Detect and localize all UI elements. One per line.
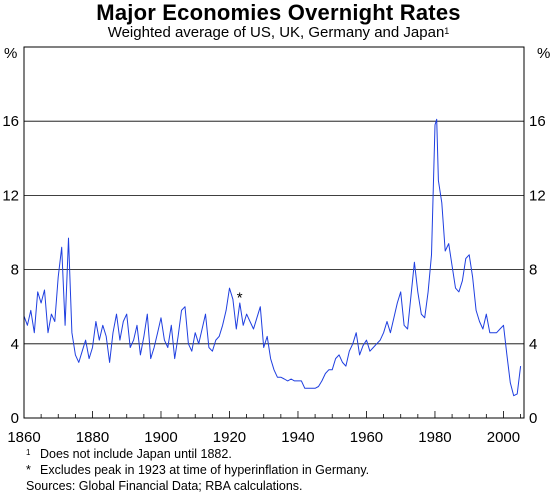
footnote-2-text: Excludes peak in 1923 at time of hyperin… (40, 463, 370, 477)
x-tick-label-1960: 1960 (350, 429, 383, 446)
y-tick-label-right-16: 16 (529, 113, 546, 130)
footnote-1: 1 Does not include Japan until 1882. (26, 446, 369, 462)
x-tick-label-2000: 2000 (487, 429, 520, 446)
x-tick-label-1860: 1860 (7, 429, 40, 446)
y-tick-label-left-12: 12 (2, 187, 19, 204)
y-tick-label-left-4: 4 (11, 336, 19, 353)
footnote-1-marker: 1 (26, 448, 31, 457)
x-tick-label-1920: 1920 (213, 429, 246, 446)
y-tick-label-right-0: 0 (529, 410, 537, 427)
chart-subtitle: Weighted average of US, UK, Germany and … (0, 24, 557, 42)
y-axis-unit-left: % (4, 45, 17, 62)
subtitle-footnote-marker: 1 (444, 26, 450, 36)
overnight-rate-line (23, 118, 522, 397)
axis-ticks (23, 411, 521, 418)
axis-tick-labels: 0 0 4 4 8 8 12 12 16 16 1860 1880 1900 1920 1940 1960 19… (2, 113, 545, 446)
footnote-2: * Excludes peak in 1923 at time of hyperi… (26, 462, 369, 478)
plot-frame (23, 46, 525, 419)
sources-note: Sources: Global Financial Data; RBA calc… (26, 479, 303, 493)
y-tick-label-right-8: 8 (529, 262, 537, 279)
chart-subtitle-text: Weighted average of US, UK, Germany and … (107, 24, 445, 41)
footnote-1-text: Does not include Japan until 1882. (40, 447, 232, 461)
y-axis-unit-right: % (537, 45, 550, 62)
x-tick-label-1900: 1900 (144, 429, 177, 446)
y-tick-label-right-4: 4 (529, 336, 537, 353)
gridlines (24, 120, 524, 345)
x-tick-label-1980: 1980 (418, 429, 451, 446)
footnotes: 1 Does not include Japan until 1882. * Exc… (26, 446, 369, 494)
y-tick-label-left-8: 8 (11, 262, 19, 279)
footnote-2-marker: * (26, 463, 31, 477)
y-tick-label-left-0: 0 (11, 410, 19, 427)
x-tick-label-1940: 1940 (281, 429, 314, 446)
chart-title: Major Economies Overnight Rates (96, 0, 461, 25)
x-tick-label-1880: 1880 (76, 429, 109, 446)
series-layer (23, 118, 522, 397)
hyperinflation-annotation: * (237, 290, 243, 307)
y-tick-label-right-12: 12 (529, 187, 546, 204)
y-tick-label-left-16: 16 (2, 113, 19, 130)
